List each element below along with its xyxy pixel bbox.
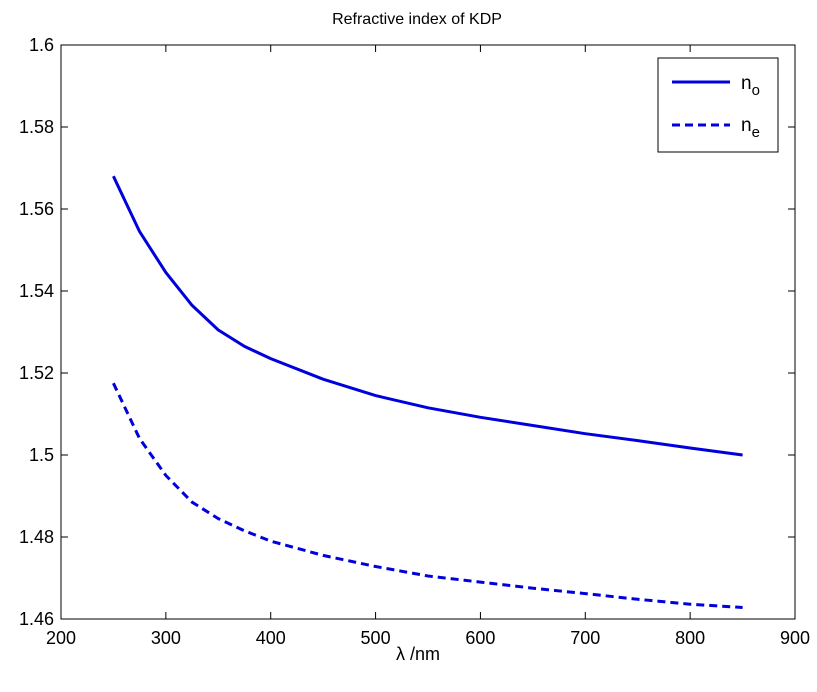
x-tick-label: 200 [46, 628, 76, 648]
x-tick-label: 900 [780, 628, 810, 648]
y-tick-label: 1.46 [19, 609, 54, 629]
y-tick-label: 1.52 [19, 363, 54, 383]
legend-box [657, 57, 779, 153]
series-line-no [112, 175, 743, 457]
x-tick-label: 400 [256, 628, 286, 648]
chart-title: Refractive index of KDP [332, 11, 502, 28]
y-tick-label: 1.5 [29, 445, 54, 465]
x-axis: 200 300 400 500 600 700 800 900 [46, 45, 810, 648]
series-line-ne [112, 382, 743, 609]
y-tick-label: 1.6 [29, 35, 54, 55]
y-tick-label: 1.56 [19, 199, 54, 219]
legend-label-no-main: n [741, 73, 752, 94]
x-axis-label-unit: /nm [410, 644, 440, 664]
legend-label-ne: ne [741, 115, 760, 141]
x-tick-label: 700 [570, 628, 600, 648]
legend-label-no-sub: o [752, 82, 760, 99]
legend-label-no: no [741, 73, 760, 99]
x-tick-label: 500 [361, 628, 391, 648]
x-axis-label: λ/nm [396, 644, 440, 664]
series-layer [112, 175, 743, 609]
legend-label-ne-main: n [741, 115, 752, 136]
x-tick-label: 600 [465, 628, 495, 648]
x-tick-label: 300 [151, 628, 181, 648]
y-tick-label: 1.58 [19, 117, 54, 137]
legend[interactable]: no ne [657, 57, 779, 153]
y-tick-label: 1.48 [19, 527, 54, 547]
y-tick-label: 1.54 [19, 281, 54, 301]
y-axis: 1.46 1.48 1.5 1.52 1.54 1.56 1.58 1.6 [19, 35, 795, 629]
legend-label-ne-sub: e [752, 124, 760, 141]
x-axis-label-symbol: λ [396, 644, 405, 664]
x-tick-label: 800 [675, 628, 705, 648]
